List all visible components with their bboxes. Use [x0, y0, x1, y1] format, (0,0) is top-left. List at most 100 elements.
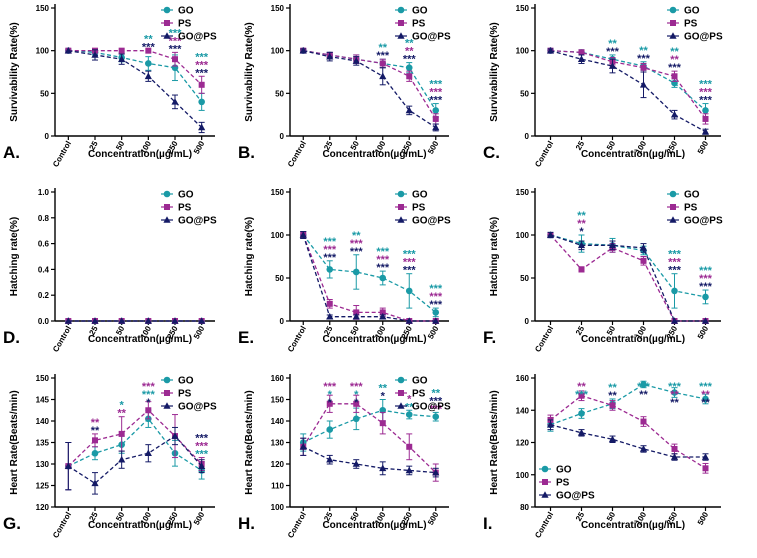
y-tick-label: 150: [36, 4, 50, 13]
legend-label-gops: GO@PS: [684, 216, 723, 227]
series-ps: [547, 47, 709, 125]
significance-annotation: *: [328, 389, 333, 401]
x-axis-title: Concentration(µg/mL): [322, 149, 426, 160]
legend-marker-ps: [398, 20, 404, 26]
y-axis-title: Heart Rate(Beats/min): [9, 390, 20, 494]
y-tick-label: 0: [525, 132, 530, 141]
y-tick-label: 120: [36, 503, 50, 512]
data-point-gops: [405, 106, 413, 114]
y-tick-label: 0.0: [38, 317, 50, 326]
data-point-gops: [144, 449, 152, 457]
panel-letter: I.: [483, 514, 492, 533]
significance-annotation: ***: [142, 389, 156, 401]
legend-label-gops: GO@PS: [412, 216, 451, 227]
data-point-ps: [118, 47, 125, 54]
data-point-gops: [608, 62, 617, 69]
data-point-gops: [326, 455, 334, 463]
significance-annotation: **: [670, 46, 679, 58]
data-point-gops: [91, 317, 99, 324]
legend-marker-gops: [541, 491, 549, 498]
legend-label-ps: PS: [684, 203, 698, 214]
legend-label-ps: PS: [412, 203, 426, 214]
legend-label-go: GO: [178, 190, 194, 201]
data-point-gops: [639, 244, 648, 251]
y-tick-label: 100: [516, 231, 530, 240]
data-point-gops: [198, 317, 206, 324]
significance-annotation: *: [354, 397, 359, 409]
significance-annotation: ***: [195, 51, 209, 63]
series-go: [547, 231, 709, 309]
significance-annotation: **: [378, 383, 387, 395]
data-point-ps: [640, 418, 647, 425]
legend-marker-ps: [670, 20, 676, 26]
x-tick-label: Control: [286, 511, 308, 540]
data-point-ps: [578, 49, 585, 56]
legend: GO PS GO@PS: [667, 190, 723, 227]
legend-marker-go: [397, 376, 405, 384]
y-tick-label: 100: [271, 47, 285, 56]
data-point-gops: [670, 453, 679, 460]
y-tick-label: 130: [36, 460, 50, 469]
x-axis-title: Concentration(µg/mL): [88, 520, 192, 531]
panel-letter: B.: [238, 143, 255, 162]
legend-marker-go: [163, 190, 171, 198]
data-point-ps: [379, 309, 386, 316]
data-point-gops: [91, 479, 99, 487]
data-point-gops: [577, 241, 586, 249]
data-point-go: [91, 449, 99, 457]
data-point-gops: [326, 52, 334, 60]
significance-annotation: ***: [376, 262, 390, 274]
data-point-ps: [406, 443, 413, 450]
series-line-ps: [550, 395, 706, 469]
significance-annotation: ***: [169, 35, 183, 47]
y-tick-label: 150: [516, 4, 530, 13]
legend-label-ps: PS: [178, 389, 192, 400]
x-tick-label: Control: [286, 140, 308, 169]
y-axis-title: Hatching rate(%): [9, 217, 20, 296]
y-axis-title: Heart Rate(Beats/min): [489, 390, 500, 494]
series-line-go: [68, 50, 203, 103]
legend-label-go: GO: [684, 6, 700, 17]
data-point-ps: [379, 60, 386, 67]
series-line-gops: [67, 435, 203, 485]
significance-annotation: **: [352, 230, 361, 242]
data-point-go: [405, 287, 413, 295]
significance-annotation: ***: [403, 54, 417, 66]
legend: GO PS GO@PS: [395, 376, 451, 413]
y-tick-label: 100: [36, 47, 50, 56]
significance-annotation: ***: [606, 46, 620, 58]
significance-annotation: **: [144, 34, 153, 46]
y-tick-label: 0: [280, 132, 285, 141]
significance-annotation: ***: [403, 265, 417, 277]
legend-marker-gops: [163, 216, 171, 223]
significance-annotation: ***: [668, 249, 682, 261]
data-point-go: [352, 268, 360, 276]
legend-label-ps: PS: [178, 19, 192, 30]
data-point-gops: [608, 241, 617, 249]
series-gops: [299, 231, 440, 324]
series-go: [65, 47, 205, 111]
x-tick-label: 500: [192, 324, 207, 341]
y-tick-label: 135: [36, 439, 50, 448]
significance-annotation: ***: [403, 257, 417, 269]
data-point-gops: [144, 317, 152, 324]
legend-marker-gops: [397, 402, 405, 409]
legend: GO PS GO@PS: [161, 6, 217, 43]
significance-annotation: *: [381, 391, 386, 403]
series-gops: [64, 426, 206, 495]
data-point-go: [352, 415, 360, 423]
significance-annotation: *: [354, 389, 359, 401]
significance-annotation: ***: [699, 87, 713, 99]
data-point-ps: [353, 400, 360, 407]
significance-annotation: ***: [323, 381, 337, 393]
significance-annotation: **: [405, 46, 414, 58]
x-axis-title: Concentration(µg/mL): [88, 149, 192, 160]
y-tick-label: 140: [271, 417, 285, 426]
data-point-go: [578, 410, 585, 417]
y-tick-label: 150: [271, 4, 285, 13]
legend-marker-go: [669, 190, 677, 198]
series-line-gops: [303, 50, 437, 129]
